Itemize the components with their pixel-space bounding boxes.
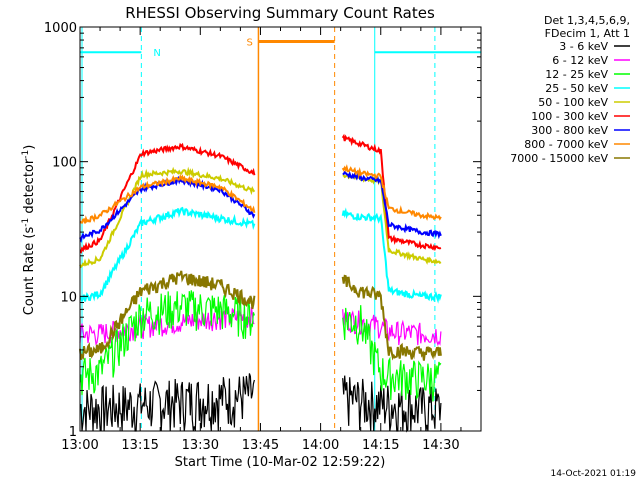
series-segment-post <box>341 274 442 361</box>
y-tick-label: 100 <box>52 156 77 171</box>
legend-entry-label: 300 - 800 keV <box>531 124 608 137</box>
series-segment-post <box>341 164 442 221</box>
x-tick-label: 13:00 <box>61 438 98 453</box>
series-segment-post <box>342 305 442 402</box>
y-axis-label: Count Rate (s-1 detector-1) <box>21 145 37 316</box>
y-tick-label: 1000 <box>44 21 77 36</box>
series-segment-post <box>341 207 442 304</box>
legend-entry-label: 50 - 100 keV <box>538 96 608 109</box>
series-segment-pre <box>79 166 256 269</box>
legend-entry-label: 7000 - 15000 keV <box>510 152 608 165</box>
x-tick-label: 13:45 <box>242 438 279 453</box>
x-tick-label: 14:30 <box>422 438 459 453</box>
series-line <box>79 164 442 224</box>
legend: Det 1,3,4,5,6,9,FDecim 1, Att 13 - 6 keV… <box>510 14 630 165</box>
legend-entry-label: 25 - 50 keV <box>545 82 608 95</box>
night-label: N <box>153 48 160 59</box>
series-line <box>80 206 442 304</box>
chart-title: RHESSI Observing Summary Count Rates <box>125 4 435 22</box>
x-tick-label: 14:00 <box>302 438 339 453</box>
x-tick-label: 13:30 <box>182 438 219 453</box>
series-line <box>79 373 442 433</box>
legend-entry-label: 800 - 7000 keV <box>524 138 608 151</box>
legend-header: Det 1,3,4,5,6,9, <box>544 14 630 27</box>
x-tick-label: 13:15 <box>121 438 158 453</box>
series-segment-pre <box>79 142 256 254</box>
axes: 1 10 100 1000 13:00 13:15 13:30 13:45 14:00 14:15… <box>44 21 482 453</box>
legend-entry-label: 12 - 25 keV <box>545 68 608 81</box>
x-axis-label: Start Time (10-Mar-02 12:59:22) <box>175 455 386 470</box>
legend-entry-label: 100 - 300 keV <box>531 110 608 123</box>
series-segment-pre <box>79 174 256 243</box>
x-tick-label: 14:15 <box>362 438 399 453</box>
series-segment-post <box>342 375 442 433</box>
y-tick-label: 10 <box>60 290 77 305</box>
series-segment-post <box>342 309 442 347</box>
series-segment-pre <box>79 373 255 432</box>
legend-entry-label: 3 - 6 keV <box>559 40 608 53</box>
y-tick-label: 1 <box>69 425 77 440</box>
saa-label: S <box>246 38 252 49</box>
series-segment-pre <box>79 270 256 360</box>
series-line <box>79 133 442 254</box>
timestamp-label: 14-Oct-2021 01:19 <box>551 469 637 479</box>
series-segment-pre <box>80 206 256 304</box>
series-line <box>79 270 442 361</box>
series-segment-pre <box>79 290 255 396</box>
series-segment-post <box>342 170 442 240</box>
legend-entry-label: 6 - 12 keV <box>552 54 608 67</box>
legend-header: FDecim 1, Att 1 <box>545 27 630 40</box>
series-segment-pre <box>79 174 256 224</box>
series-segment-post <box>341 133 442 252</box>
plot-area: NS <box>79 27 481 433</box>
